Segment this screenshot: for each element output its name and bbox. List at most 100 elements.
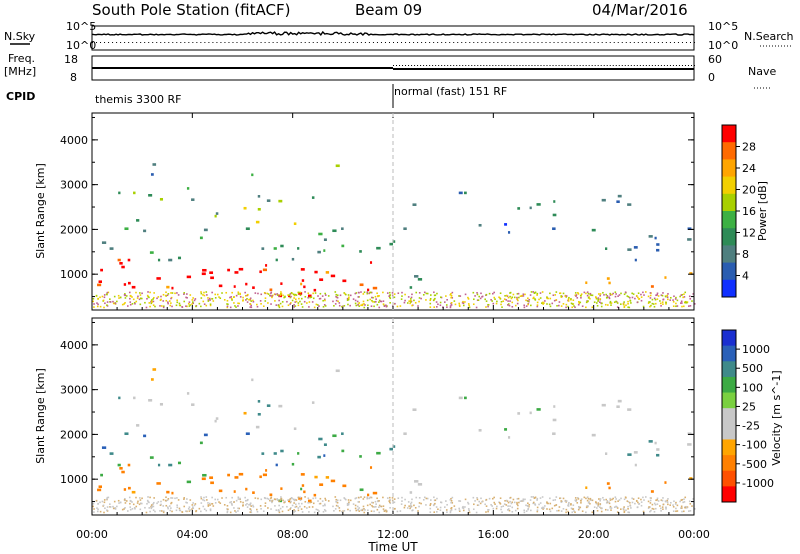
nave-point <box>525 65 527 66</box>
velocity-cell <box>238 507 240 510</box>
velocity-cell <box>117 499 120 502</box>
velocity-cell <box>468 509 470 512</box>
power-cell <box>517 299 519 302</box>
power-cell <box>373 305 375 308</box>
velocity-cell <box>504 428 508 431</box>
station-title: South Pole Station (fitACF) <box>92 1 290 19</box>
power-cell <box>536 301 539 304</box>
power-cell <box>243 206 247 210</box>
nsearch-point <box>581 42 583 43</box>
velocity-cell <box>536 497 539 500</box>
power-cell <box>364 304 366 306</box>
power-cell <box>622 303 625 305</box>
power-cell <box>458 295 460 297</box>
power-cell <box>575 295 577 297</box>
velocity-cell <box>445 509 448 511</box>
power-cell <box>631 292 633 295</box>
velocity-cell <box>347 503 350 506</box>
power-cell <box>289 293 292 295</box>
power-cell <box>591 306 594 309</box>
power-cell <box>360 304 362 307</box>
velocity-cell <box>665 506 667 509</box>
velocity-cell <box>354 497 357 500</box>
velocity-cell <box>450 509 453 511</box>
velocity-cell <box>607 509 609 511</box>
power-cell <box>689 305 692 307</box>
velocity-cell <box>559 497 561 500</box>
velocity-cell <box>498 501 501 504</box>
velocity-cell <box>464 498 467 501</box>
velocity-cell <box>656 448 660 451</box>
power-cell <box>382 303 385 305</box>
velocity-cell <box>597 502 600 504</box>
power-cell <box>273 293 276 295</box>
power-cell <box>393 296 396 299</box>
power-cell <box>171 305 173 308</box>
power-cell <box>147 295 149 298</box>
velocity-cell <box>162 505 165 507</box>
velocity-cell <box>231 504 233 506</box>
nave-point <box>513 65 515 66</box>
nave-point <box>444 65 446 66</box>
velocity-cell <box>589 497 592 500</box>
nave-point <box>507 65 509 66</box>
power-cell <box>308 301 311 303</box>
power-cell <box>336 294 339 297</box>
velocity-cell <box>372 505 374 508</box>
power-cell <box>139 292 141 294</box>
power-cell <box>414 301 417 304</box>
power-cell <box>319 297 322 300</box>
velocity-cell <box>645 496 647 498</box>
velocity-cell <box>231 496 233 499</box>
velocity-cell <box>680 499 683 501</box>
velocity-cell <box>295 499 298 501</box>
velocity-cell <box>114 507 117 510</box>
nsearch-point <box>481 42 483 43</box>
power-cell <box>188 305 191 307</box>
velocity-cell <box>276 498 279 500</box>
power-cell <box>579 294 582 297</box>
velocity-cell <box>257 400 261 403</box>
velocity-cell <box>462 507 465 510</box>
velocity-cell <box>623 511 626 514</box>
velocity-cell <box>422 499 425 501</box>
velocity-cell <box>100 473 104 477</box>
velocity-cell <box>373 506 376 508</box>
power-cell <box>407 296 410 298</box>
velocity-cell <box>425 504 427 506</box>
power-ylabel: Slant Range [km] <box>34 163 47 259</box>
power-cell <box>306 302 308 304</box>
velocity-cell <box>355 509 358 512</box>
velocity-cell <box>627 501 630 503</box>
power-cell <box>684 301 687 304</box>
power-cell <box>596 302 598 304</box>
power-cell <box>661 301 664 303</box>
power-cell <box>132 298 135 301</box>
power-cell <box>245 294 247 297</box>
velocity-cell <box>524 498 526 501</box>
nsearch-point <box>136 42 138 43</box>
velocity-cell <box>159 510 161 512</box>
velocity-cell <box>207 502 209 504</box>
power-cell <box>585 306 587 309</box>
velocity-cell <box>650 509 652 512</box>
velocity-cell <box>656 453 660 457</box>
nsearch-point <box>409 42 411 43</box>
velocity-cell <box>137 500 139 503</box>
nave-point <box>474 65 476 66</box>
power-cell <box>202 294 204 296</box>
velocity-cell <box>164 499 167 502</box>
velocity-cell <box>344 497 346 500</box>
velocity-cell <box>226 511 229 514</box>
power-cell <box>297 247 300 250</box>
power-cell <box>388 291 391 294</box>
nsearch-point <box>465 42 467 43</box>
velocity-cell <box>250 509 252 512</box>
power-cell <box>113 295 116 298</box>
power-cell <box>625 304 627 307</box>
velocity-cell <box>476 497 478 499</box>
velocity-cell <box>139 502 142 505</box>
velocity-heatmap <box>92 368 696 514</box>
velocity-cell <box>687 443 692 446</box>
power-cell <box>467 303 470 305</box>
